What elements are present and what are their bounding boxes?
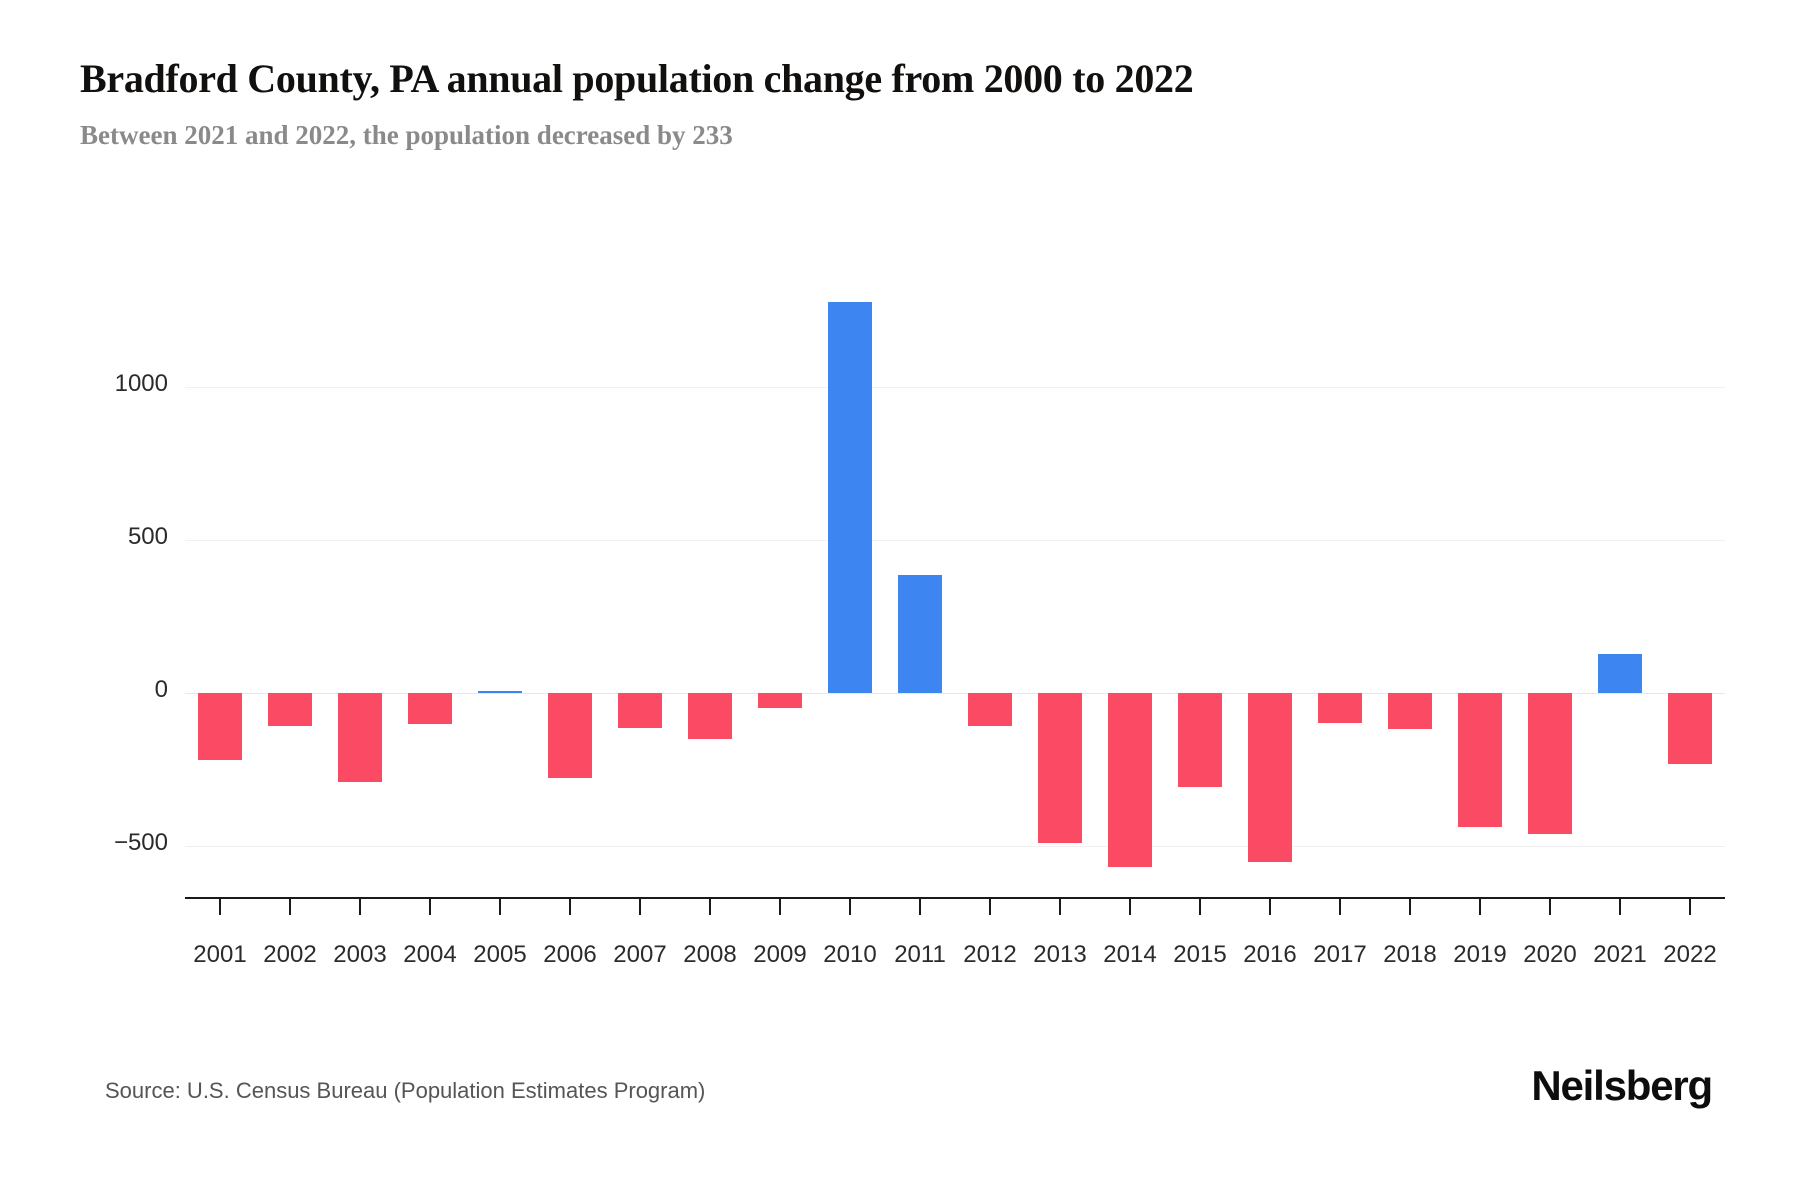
x-axis-tick bbox=[1689, 899, 1691, 915]
gridline-1000 bbox=[185, 387, 1725, 388]
y-axis-tick-label: 500 bbox=[127, 523, 168, 550]
page-title: Bradford County, PA annual population ch… bbox=[80, 56, 1194, 101]
bar-2010[interactable] bbox=[827, 301, 873, 693]
bar-2019[interactable] bbox=[1457, 693, 1503, 827]
x-axis-tick bbox=[569, 899, 571, 915]
gridline-500 bbox=[185, 540, 1725, 541]
x-axis-tick bbox=[1549, 899, 1551, 915]
x-axis-tick bbox=[709, 899, 711, 915]
x-axis-tick bbox=[1409, 899, 1411, 915]
x-axis-label-2022: 2022 bbox=[1663, 941, 1717, 968]
x-axis-tick bbox=[639, 899, 641, 915]
x-axis-label-2018: 2018 bbox=[1383, 941, 1437, 968]
x-axis-label-2002: 2002 bbox=[263, 941, 317, 968]
x-axis-label-2004: 2004 bbox=[403, 941, 457, 968]
x-axis-tick bbox=[779, 899, 781, 915]
x-axis-label-2016: 2016 bbox=[1243, 941, 1297, 968]
y-axis-tick-label: 1000 bbox=[114, 370, 168, 397]
x-axis-tick bbox=[219, 899, 221, 915]
bar-2007[interactable] bbox=[617, 693, 663, 729]
bar-2014[interactable] bbox=[1107, 693, 1153, 867]
x-axis-tick bbox=[1479, 899, 1481, 915]
x-axis-label-2014: 2014 bbox=[1103, 941, 1157, 968]
zero-gridline bbox=[185, 693, 1725, 694]
bar-2001[interactable] bbox=[197, 693, 243, 760]
x-axis-tick bbox=[499, 899, 501, 915]
gridline--500 bbox=[185, 846, 1725, 847]
bar-2016[interactable] bbox=[1247, 693, 1293, 862]
bar-2003[interactable] bbox=[337, 693, 383, 782]
x-axis-tick bbox=[1059, 899, 1061, 915]
bar-2020[interactable] bbox=[1527, 693, 1573, 835]
x-axis-label-2010: 2010 bbox=[823, 941, 877, 968]
source-note: Source: U.S. Census Bureau (Population E… bbox=[105, 1078, 706, 1103]
x-axis-tick bbox=[1269, 899, 1271, 915]
bar-2012[interactable] bbox=[967, 693, 1013, 727]
bar-2022[interactable] bbox=[1667, 693, 1713, 765]
x-axis-tick bbox=[289, 899, 291, 915]
x-axis-label-2006: 2006 bbox=[543, 941, 597, 968]
x-axis-tick bbox=[359, 899, 361, 915]
x-axis-label-2011: 2011 bbox=[894, 941, 946, 968]
bar-2015[interactable] bbox=[1177, 693, 1223, 787]
x-axis-tick bbox=[1129, 899, 1131, 915]
bar-2011[interactable] bbox=[897, 575, 943, 693]
x-axis-tick bbox=[989, 899, 991, 915]
x-axis-label-2007: 2007 bbox=[613, 941, 667, 968]
x-axis-label-2005: 2005 bbox=[473, 941, 527, 968]
bar-2008[interactable] bbox=[687, 693, 733, 739]
x-axis-tick bbox=[919, 899, 921, 915]
x-axis-label-2009: 2009 bbox=[753, 941, 807, 968]
bar-2004[interactable] bbox=[407, 693, 453, 724]
page-subtitle: Between 2021 and 2022, the population de… bbox=[80, 120, 733, 150]
bar-2013[interactable] bbox=[1037, 693, 1083, 843]
x-axis-tick bbox=[429, 899, 431, 915]
brand-logo: Neilsberg bbox=[1531, 1062, 1713, 1109]
x-axis-line bbox=[185, 897, 1725, 899]
x-axis-label-2019: 2019 bbox=[1453, 941, 1507, 968]
x-axis-label-2003: 2003 bbox=[333, 941, 387, 968]
x-axis-tick bbox=[1199, 899, 1201, 915]
bar-2005[interactable] bbox=[477, 691, 523, 694]
y-axis-tick-label: −500 bbox=[113, 829, 168, 856]
x-axis-label-2001: 2001 bbox=[193, 941, 247, 968]
bar-2009[interactable] bbox=[757, 693, 803, 708]
bar-2017[interactable] bbox=[1317, 693, 1363, 724]
x-axis-label-2012: 2012 bbox=[963, 941, 1017, 968]
x-axis-label-2020: 2020 bbox=[1523, 941, 1577, 968]
x-axis-label-2015: 2015 bbox=[1173, 941, 1227, 968]
bar-2018[interactable] bbox=[1387, 693, 1433, 730]
x-axis-tick bbox=[1619, 899, 1621, 915]
x-axis-tick bbox=[1339, 899, 1341, 915]
bar-2006[interactable] bbox=[547, 693, 593, 779]
bar-2002[interactable] bbox=[267, 693, 313, 727]
x-axis-label-2021: 2021 bbox=[1593, 941, 1647, 968]
x-axis-label-2008: 2008 bbox=[683, 941, 737, 968]
x-axis-tick bbox=[849, 899, 851, 915]
x-axis-label-2013: 2013 bbox=[1033, 941, 1087, 968]
x-axis-label-2017: 2017 bbox=[1313, 941, 1367, 968]
y-axis-tick-label: 0 bbox=[154, 676, 168, 703]
bar-2021[interactable] bbox=[1597, 653, 1643, 693]
